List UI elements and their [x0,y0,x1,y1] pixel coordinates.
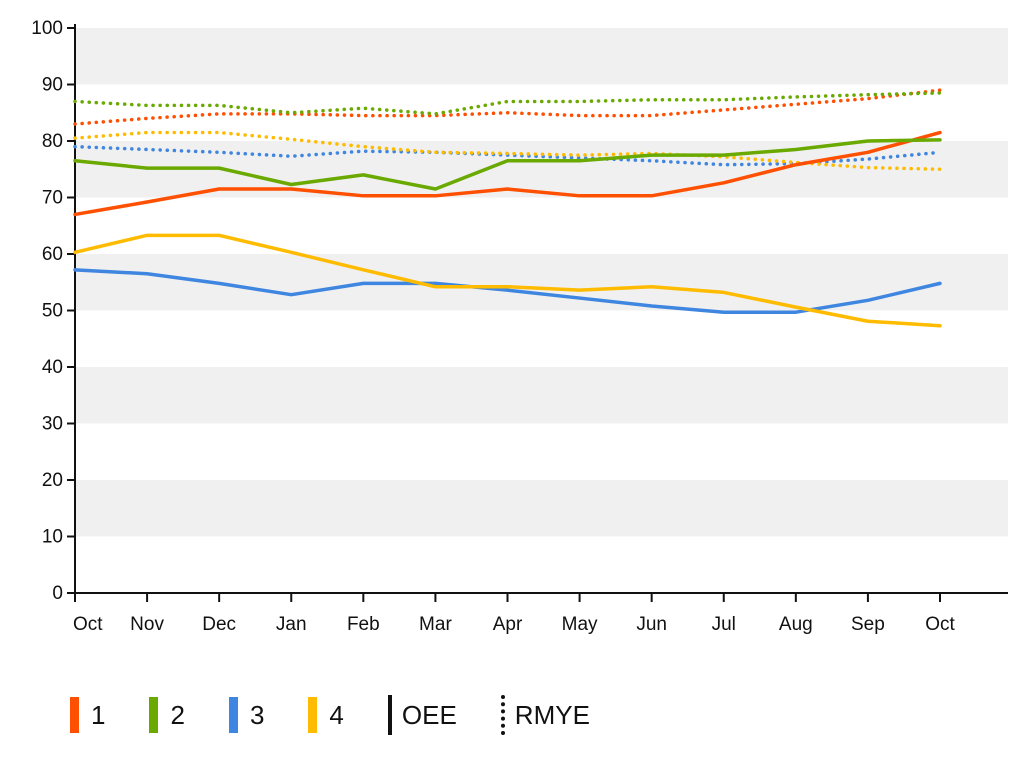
grid-band [75,28,1008,85]
line-chart: 0 10 20 30 40 50 60 70 80 90 100 Oct Nov Dec Jan Feb Ma… [31,18,1008,635]
x-tick-label: Jun [636,614,667,635]
legend-item-3: 3 [228,697,265,733]
legend-label-rmye: RMYE [514,699,590,730]
y-tick-label: 40 [42,357,63,378]
y-tick-label: 100 [31,18,63,39]
y-tick-label: 0 [52,583,63,604]
series-line-2-oee [73,138,942,191]
x-tick-label: Jan [276,614,307,635]
x-tick-label: Aug [779,614,813,635]
x-tick-label: Oct [925,614,955,635]
x-tick-label: May [562,614,598,635]
series-line-4-oee [73,233,942,328]
x-tick-label: Dec [202,614,236,635]
series-lines [73,88,942,328]
x-tick-label: Nov [130,614,164,635]
x-tick-label: Apr [493,614,523,635]
legend-dotted-line-swatch [500,695,505,735]
x-axis-ticks: Oct Nov Dec Jan Feb Mar Apr May Jun Jul Aug Sep Oct [73,593,955,635]
x-tick-label: Oct [73,614,103,635]
grid-band [75,254,1008,311]
y-tick-label: 90 [42,75,63,96]
legend-label-1: 1 [91,699,106,730]
legend-solid-line-swatch [387,695,392,735]
y-tick-label: 60 [42,244,63,265]
legend-swatch-1 [70,697,79,733]
legend-swatch-3 [228,697,238,733]
legend-label-2: 2 [170,699,185,730]
series-line-1-rmye [73,88,942,126]
series-line-3-oee [73,268,942,314]
legend-item-1: 1 [70,697,105,733]
x-tick-label: Sep [851,614,885,635]
legend-item-2: 2 [149,697,185,733]
legend-swatch-2 [149,697,159,733]
y-axis-ticks: 0 10 20 30 40 50 60 70 80 90 100 [31,18,75,604]
series-line-1-oee [73,130,942,217]
legend-label-4: 4 [329,699,344,730]
legend: 1 2 3 4 OEE RMYE [70,690,634,740]
grid-band [75,480,1008,537]
grid-band [75,367,1008,424]
legend-item-rmye: RMYE [500,695,590,735]
y-tick-label: 80 [42,131,63,152]
y-tick-label: 20 [42,470,63,491]
x-tick-label: Mar [419,614,452,635]
x-tick-label: Jul [712,614,736,635]
x-tick-label: Feb [347,614,380,635]
legend-label-3: 3 [249,699,265,730]
axes [74,24,1008,594]
series-line-2-rmye [73,91,942,116]
legend-item-oee: OEE [387,695,457,735]
series-line-3-rmye [73,144,942,167]
grid-bands [75,28,1008,537]
legend-item-4: 4 [308,697,344,733]
series-line-4-rmye [73,130,942,171]
y-tick-label: 10 [42,527,63,548]
y-tick-label: 70 [42,188,63,209]
legend-swatch-4 [308,697,318,733]
legend-label-oee: OEE [401,699,457,730]
y-tick-label: 30 [42,414,63,435]
y-tick-label: 50 [42,301,63,322]
